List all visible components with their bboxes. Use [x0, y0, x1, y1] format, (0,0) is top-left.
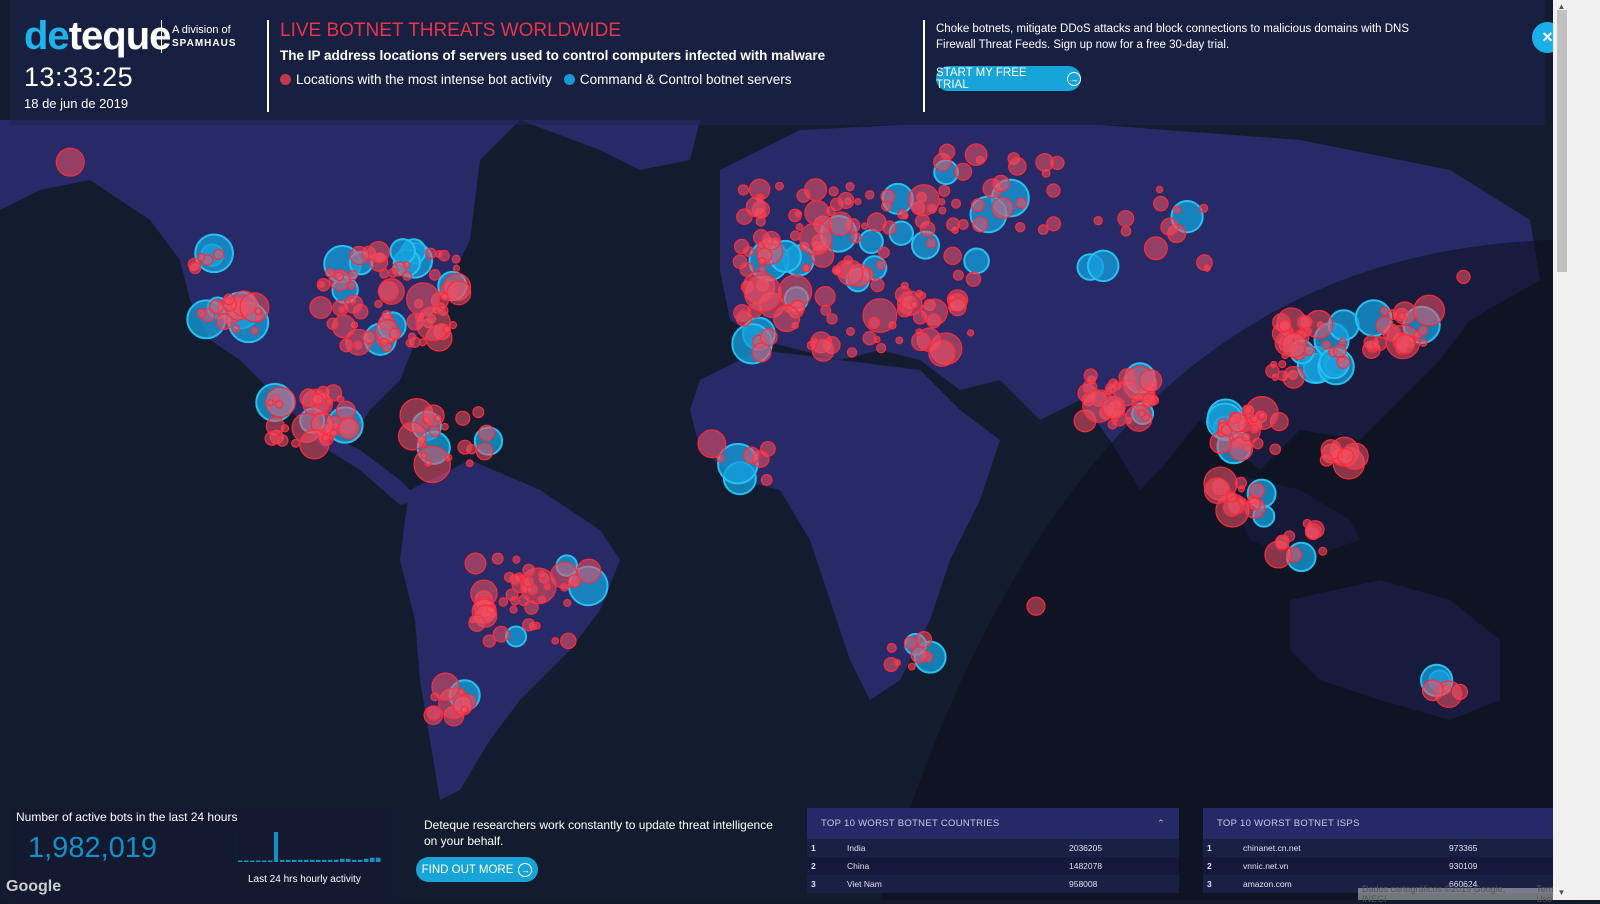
page-title: LIVE BOTNET THREATS WORLDWIDE: [280, 20, 621, 41]
cell-rank: 1: [811, 843, 816, 853]
cell-name: Viet Nam: [847, 879, 882, 889]
cell-value: 660624: [1449, 879, 1478, 889]
cell-name: vnnic.net.vn: [1243, 861, 1289, 871]
deteque-logo[interactable]: deteque: [24, 14, 171, 58]
google-logo[interactable]: Google: [6, 878, 62, 895]
landmass-africa: [690, 350, 1000, 700]
cell-name: India: [847, 843, 866, 853]
bot-activity-markers: [55, 143, 1471, 727]
landmass-north-america: [0, 120, 520, 440]
active-bots-panel: Number of active bots in the last 24 hou…: [12, 808, 398, 900]
cell-value: 2036205: [1069, 843, 1103, 853]
map-legend: Locations with the most intense bot acti…: [280, 72, 803, 87]
start-free-trial-button[interactable]: START MY FREE TRIAL →: [936, 66, 1081, 91]
logo-divider: [161, 20, 162, 53]
panel-header[interactable]: TOP 10 WORST BOTNET ISPS ⌃: [1203, 808, 1575, 839]
division-text: A division of: [172, 24, 231, 36]
scroll-up-arrow[interactable]: ▲: [1557, 2, 1566, 11]
header-overlay: deteque A division of SPAMHAUS 13:33:25 …: [10, 0, 1545, 125]
panel-header[interactable]: TOP 10 WORST BOTNET COUNTRIES ⌃: [807, 808, 1179, 839]
cell-rank: 1: [1207, 843, 1212, 853]
panel-title: TOP 10 WORST BOTNET ISPS: [1217, 818, 1360, 829]
top-countries-panel: TOP 10 WORST BOTNET COUNTRIES ⌃ 1 India 20…: [807, 808, 1179, 893]
cell-value: 1482078: [1069, 861, 1103, 871]
date: 18 de jun de 2019: [24, 96, 129, 111]
spamhaus-logo: SPAMHAUS: [172, 38, 237, 49]
table-row[interactable]: 3 Viet Nam 958008: [807, 875, 1179, 893]
table-row[interactable]: 1 India 2036205: [807, 839, 1179, 857]
cell-rank: 2: [811, 861, 816, 871]
legend-item-bot-activity: Locations with the most intense bot acti…: [280, 72, 552, 87]
blue-dot-icon: [563, 74, 575, 85]
cell-rank: 2: [1207, 861, 1212, 871]
night-shadow: [880, 240, 1553, 900]
clock: 13:33:25: [24, 62, 134, 92]
red-dot-icon: [280, 74, 291, 85]
active-bots-label: Number of active bots in the last 24 hou…: [16, 810, 238, 824]
divider: [267, 20, 269, 112]
table-rows: 1 India 2036205 2 China 1482078 3 Viet Nam 95800…: [807, 839, 1179, 893]
cell-value: 958008: [1069, 879, 1098, 889]
page-subtitle: The IP address locations of servers used…: [280, 48, 826, 63]
table-row[interactable]: 2 vnnic.net.vn 930109: [1203, 857, 1575, 875]
cell-rank: 3: [1207, 879, 1212, 889]
sparkline-label: Last 24 hrs hourly activity: [248, 874, 361, 885]
map-canvas: [0, 120, 1553, 900]
promo-text: Choke botnets, mitigate DDoS attacks and…: [936, 23, 1410, 51]
hourly-activity-sparkline: [236, 830, 381, 862]
world-map[interactable]: [0, 0, 1553, 900]
research-text: Deteque researchers work constantly to u…: [424, 818, 773, 848]
cell-rank: 3: [811, 879, 816, 889]
cell-value: 973365: [1449, 843, 1478, 853]
cell-name: amazon.com: [1243, 879, 1292, 889]
top-isps-panel: TOP 10 WORST BOTNET ISPS ⌃ 1 chinanet.cn.…: [1203, 808, 1575, 893]
chevron-up-icon[interactable]: ⌃: [1157, 818, 1165, 828]
divider: [923, 20, 925, 112]
arrow-right-circle-icon: →: [1067, 71, 1081, 86]
legend-item-cc-servers: Command & Control botnet servers: [563, 72, 791, 87]
cell-value: 930109: [1449, 861, 1478, 871]
division-label: A division of SPAMHAUS: [172, 24, 236, 50]
find-out-more-button[interactable]: FIND OUT MORE →: [416, 857, 538, 882]
scrollbar[interactable]: ▲ ▼: [1553, 0, 1600, 900]
panel-title: TOP 10 WORST BOTNET COUNTRIES: [821, 818, 1000, 829]
cell-name: China: [847, 861, 870, 871]
table-row[interactable]: 1 chinanet.cn.net 973365: [1203, 839, 1575, 857]
active-bots-count: 1,982,019: [28, 832, 158, 864]
scrollbar-thumb[interactable]: [1557, 10, 1567, 272]
arrow-right-circle-icon: →: [518, 862, 533, 877]
table-row[interactable]: 2 China 1482078: [807, 857, 1179, 875]
scroll-down-arrow[interactable]: ▼: [1557, 888, 1566, 897]
cell-name: chinanet.cn.net: [1243, 843, 1301, 853]
